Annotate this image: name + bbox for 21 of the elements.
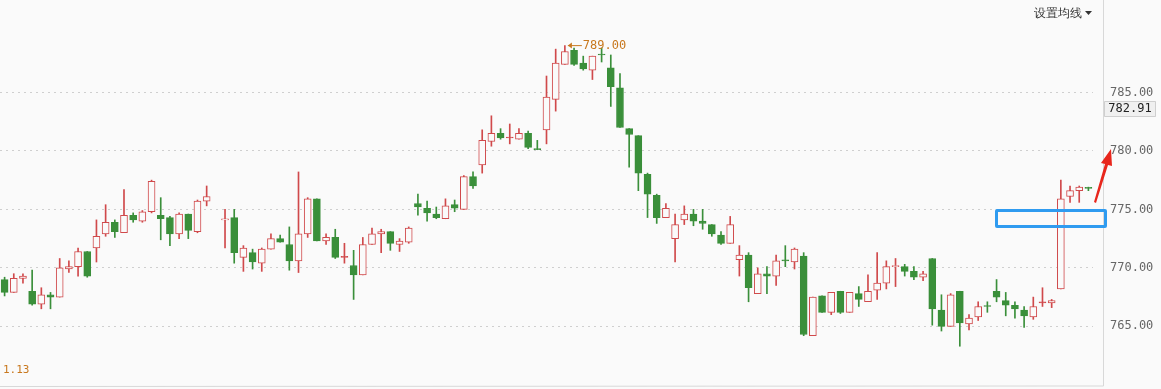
candlestick: [625, 128, 633, 168]
candlestick: [1075, 185, 1084, 203]
candlestick: [873, 252, 881, 300]
candlestick: [1011, 301, 1019, 319]
annotation: 789.00: [582, 37, 627, 52]
candlestick: [505, 123, 514, 145]
candlestick: [414, 193, 422, 216]
candlestick: [156, 197, 165, 241]
y-tick-label: 770.00: [1110, 259, 1154, 274]
candlestick: [221, 209, 229, 249]
annotation: 设置均线: [1034, 5, 1082, 22]
y-tick-label: 780.00: [1110, 143, 1154, 158]
text: 782.91: [1108, 101, 1152, 116]
annotation: 1.13: [3, 362, 30, 376]
candlestick: [1001, 292, 1010, 317]
candlestick: [781, 245, 790, 268]
y-tick-label: 785.00: [1110, 84, 1154, 99]
y-tick-label: 765.00: [1110, 318, 1154, 333]
candlestick: [377, 228, 385, 253]
y-tick-label: 775.00: [1110, 201, 1154, 216]
candlestick: [763, 266, 771, 294]
